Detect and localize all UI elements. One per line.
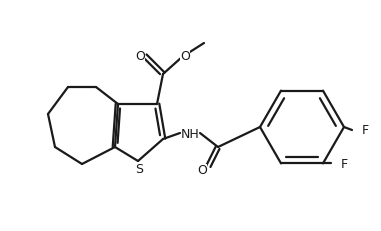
Text: O: O [197,164,207,177]
Text: O: O [135,49,145,62]
Text: F: F [341,157,348,170]
Text: NH: NH [181,127,199,140]
Text: S: S [135,163,143,176]
Text: O: O [180,50,190,63]
Text: F: F [362,124,369,137]
